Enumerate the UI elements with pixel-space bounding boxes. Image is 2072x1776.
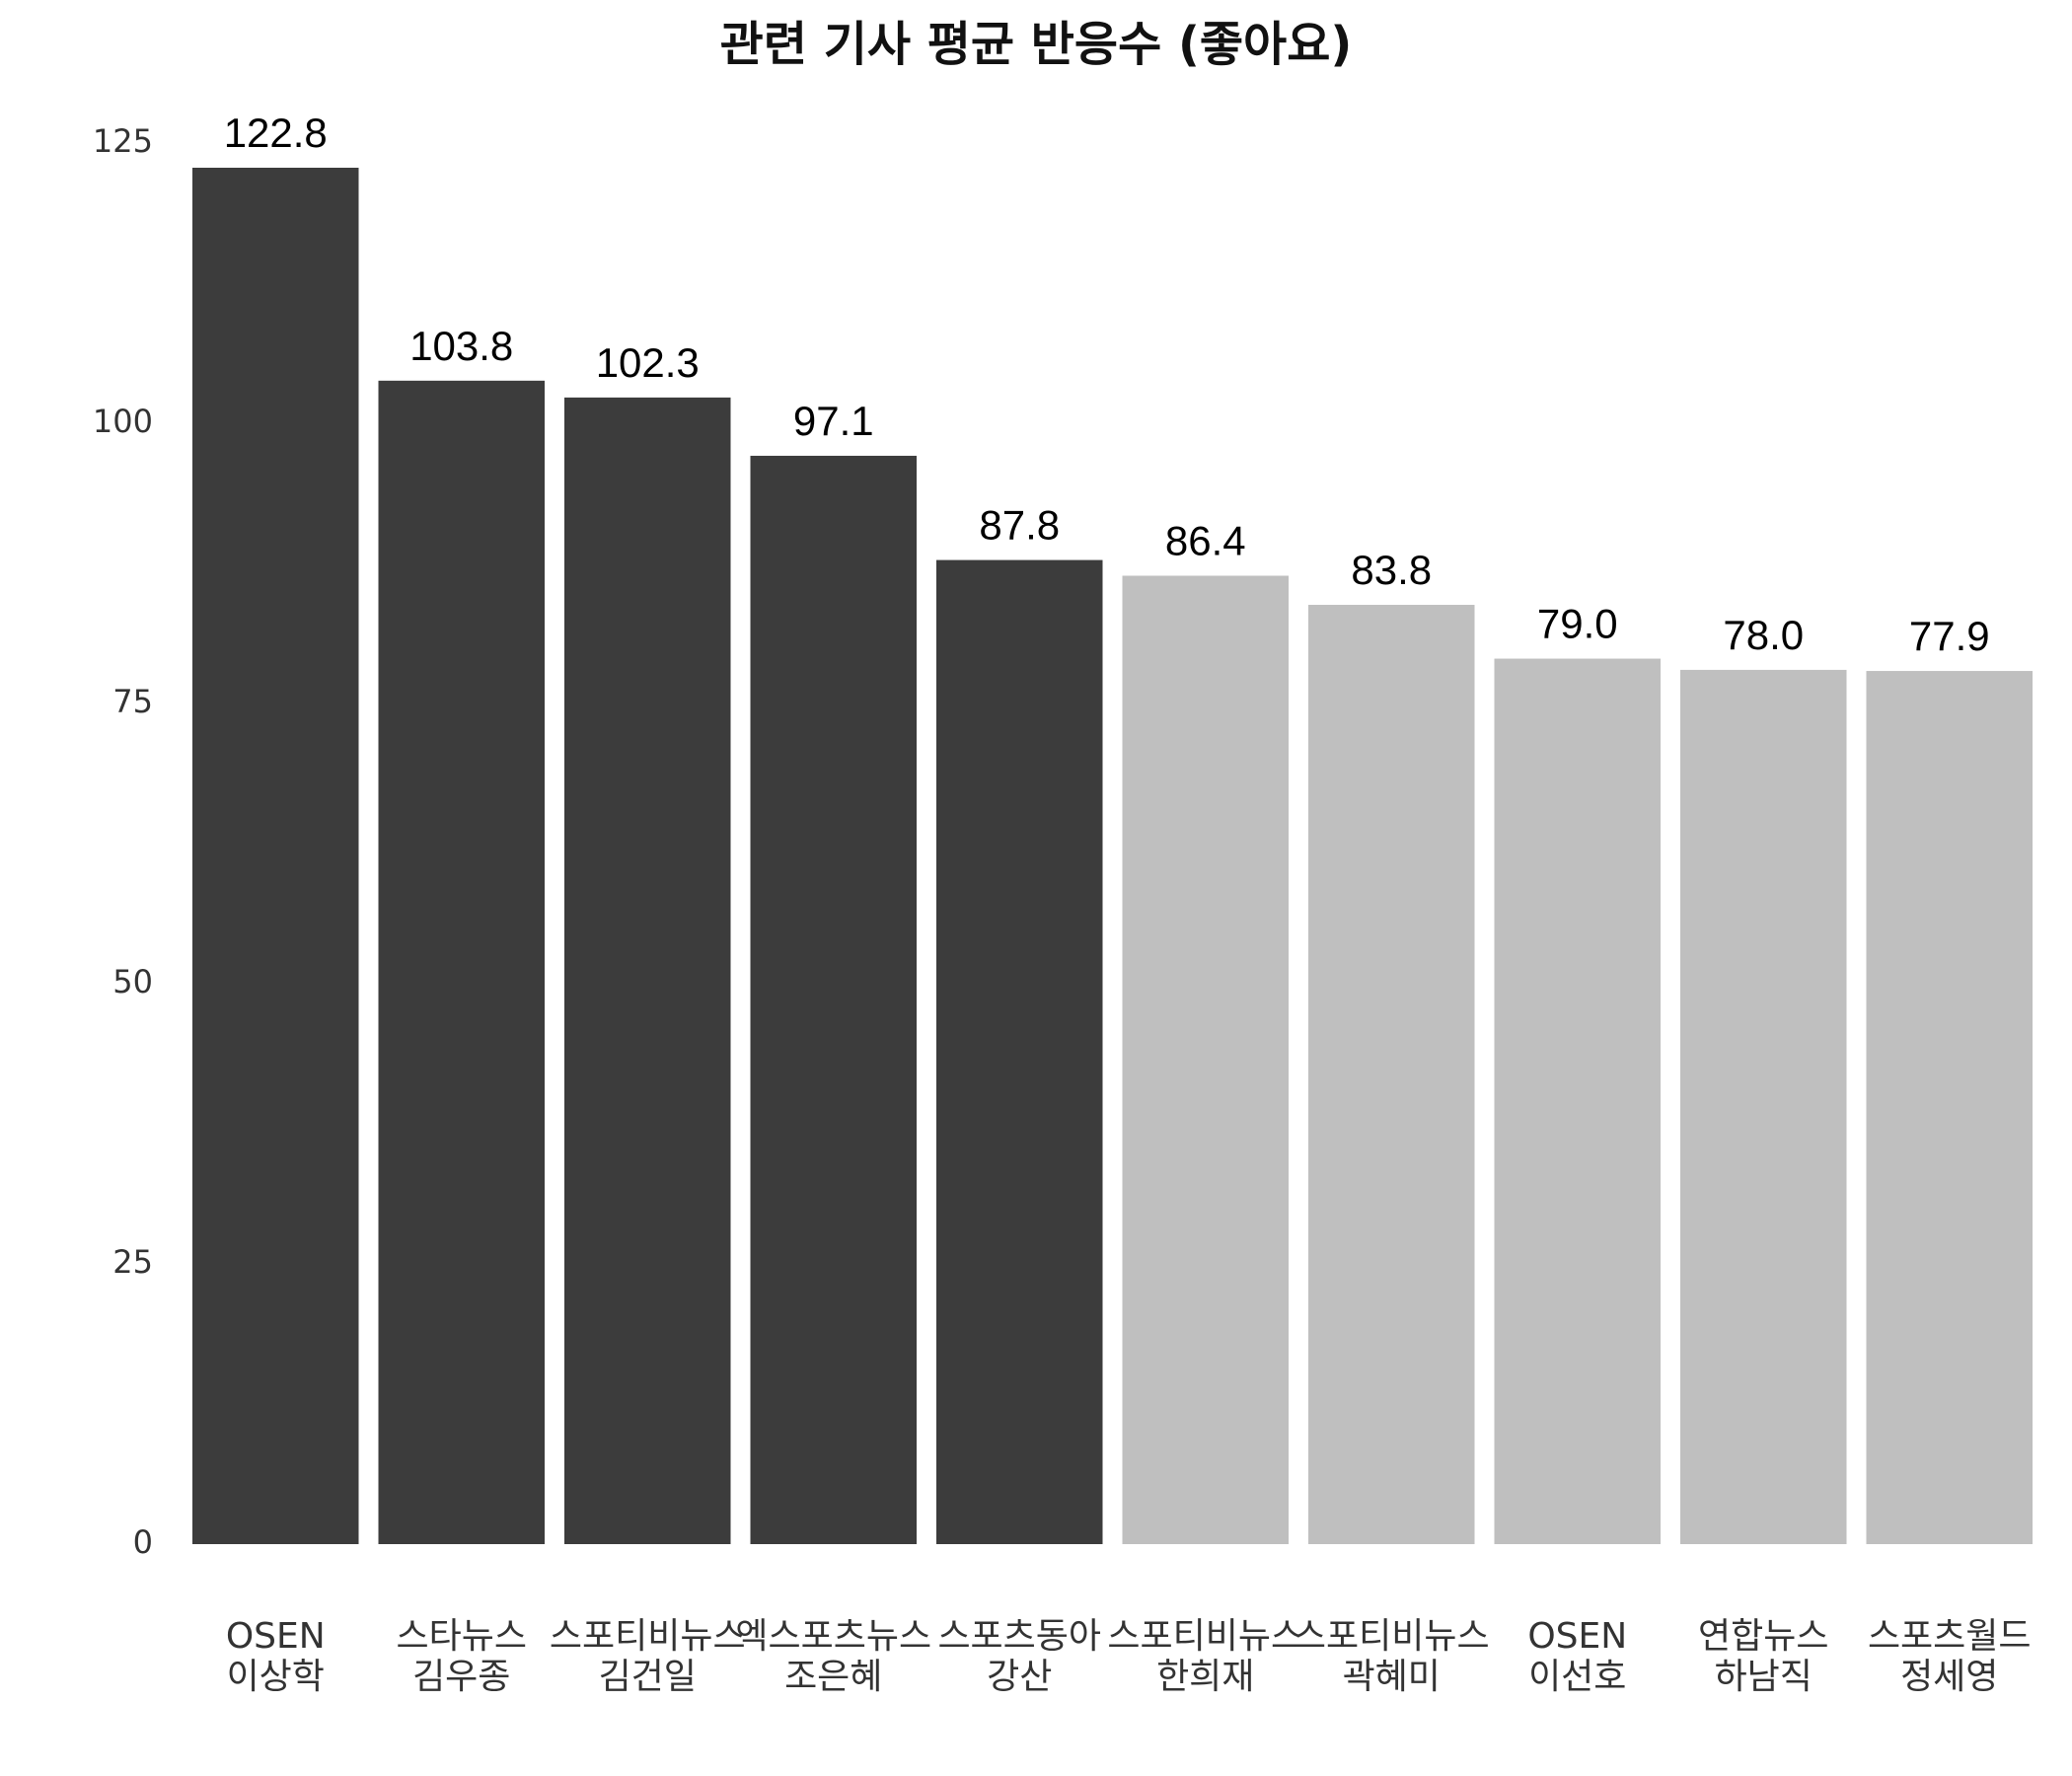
value-label: 87.8: [979, 502, 1060, 549]
x-tick-label: 연합뉴스 하남직: [1698, 1616, 1829, 1697]
value-label: 102.3: [596, 339, 700, 386]
value-label: 86.4: [1165, 518, 1246, 564]
bar: [1866, 671, 2033, 1544]
chart-title: 관련 기사 평균 반응수 (좋아요): [720, 17, 1353, 72]
y-tick-label: 25: [112, 1243, 153, 1281]
x-tick-label: 스포츠동아 강산: [937, 1616, 1102, 1697]
x-tick-label: 스타뉴스 김우종: [396, 1616, 527, 1697]
bar: [1308, 605, 1475, 1544]
value-label: 83.8: [1351, 547, 1432, 593]
y-tick-label: 75: [112, 683, 153, 720]
x-tick-label: 스포츠월드 정세영: [1867, 1616, 2032, 1697]
bar: [936, 559, 1103, 1544]
x-tick-label: OSEN 이상학: [225, 1616, 326, 1697]
bar: [192, 167, 359, 1545]
bar: [564, 397, 731, 1544]
y-tick-label: 100: [93, 403, 153, 440]
x-tick-label: 엑스포츠뉴스 조은혜: [735, 1616, 932, 1697]
x-tick-label: 스포티비뉴스 곽혜미: [1293, 1616, 1490, 1697]
value-label: 103.8: [409, 323, 513, 369]
x-tick-label: OSEN 이선호: [1527, 1616, 1628, 1697]
value-label: 78.0: [1723, 612, 1804, 658]
y-tick-label: 125: [93, 122, 153, 160]
value-label: 97.1: [793, 398, 874, 444]
value-label: 77.9: [1909, 613, 1990, 659]
y-tick-label: 0: [133, 1523, 153, 1561]
bar: [1122, 575, 1289, 1544]
bar: [1494, 658, 1661, 1544]
bar: [378, 380, 545, 1544]
x-tick-label: 스포티비뉴스 한희재: [1107, 1616, 1304, 1697]
value-label: 79.0: [1537, 601, 1618, 647]
bar: [1680, 669, 1847, 1544]
y-tick-label: 50: [112, 963, 153, 1000]
value-label: 122.8: [224, 110, 328, 156]
bar: [750, 455, 917, 1545]
x-tick-label: 스포티비뉴스 김건일: [549, 1616, 746, 1697]
